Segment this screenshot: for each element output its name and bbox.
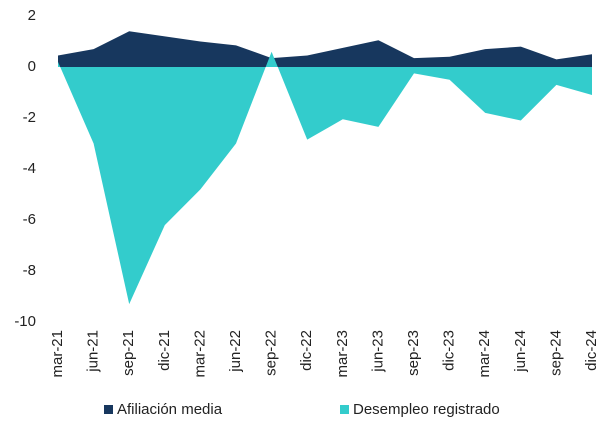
x-tick-label: mar-24 — [476, 330, 493, 378]
x-tick-label: jun-21 — [85, 330, 102, 373]
legend-label: Desempleo registrado — [353, 401, 500, 418]
x-tick-label: sep-24 — [547, 330, 564, 376]
area — [58, 51, 592, 305]
area — [58, 31, 592, 67]
x-tick-label: dic-21 — [156, 330, 173, 371]
legend-swatch — [104, 405, 113, 414]
y-tick-label: -2 — [23, 109, 36, 126]
legend-swatch — [340, 405, 349, 414]
y-tick-label: 0 — [28, 58, 36, 75]
y-tick-label: -8 — [23, 262, 36, 279]
x-tick-label: dic-22 — [298, 330, 315, 371]
y-tick-label: 2 — [28, 7, 36, 24]
x-tick-label: mar-22 — [191, 330, 208, 378]
x-tick-label: jun-24 — [512, 330, 529, 373]
legend-label: Afiliación media — [117, 401, 223, 418]
y-tick-label: -10 — [14, 313, 36, 330]
x-tick-label: dic-24 — [583, 330, 599, 371]
x-tick-label: sep-21 — [120, 330, 137, 376]
x-tick-label: dic-23 — [441, 330, 458, 371]
x-tick-label: mar-21 — [49, 330, 66, 378]
x-tick-label: jun-22 — [227, 330, 244, 373]
x-tick-label: sep-23 — [405, 330, 422, 376]
x-tick-label: mar-23 — [334, 330, 351, 378]
x-tick-label: jun-23 — [369, 330, 386, 373]
y-tick-label: -6 — [23, 211, 36, 228]
y-tick-label: -4 — [23, 160, 36, 177]
x-tick-label: sep-22 — [263, 330, 280, 376]
